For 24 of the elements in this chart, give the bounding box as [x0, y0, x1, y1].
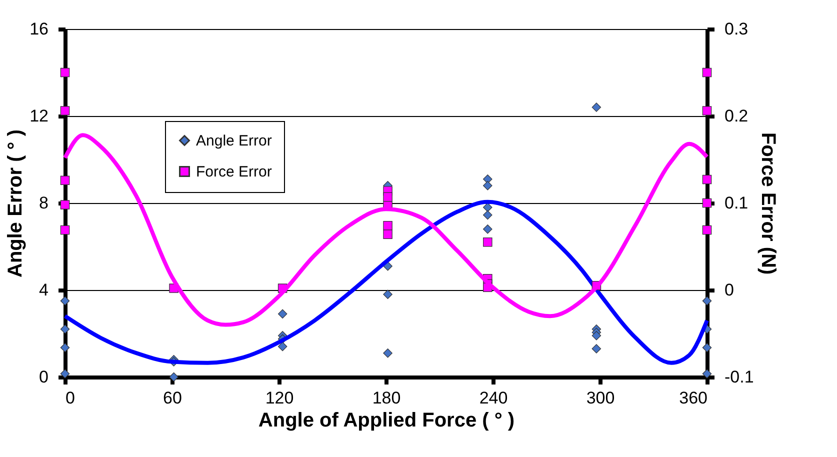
- x-axis-title: Angle of Applied Force ( ° ): [258, 410, 515, 432]
- y-tick-label: 0: [39, 368, 48, 386]
- y-tick-label: 8: [39, 194, 48, 212]
- y2-tick-label: -0.1: [724, 368, 754, 386]
- x-tick-label: 60: [163, 388, 182, 408]
- x-tick-label: 180: [372, 388, 401, 408]
- x-tick-label: 240: [479, 388, 508, 408]
- legend-label: Angle Error: [196, 132, 272, 150]
- x-tick-label: 300: [586, 388, 615, 408]
- x-tick-label: 360: [679, 388, 708, 408]
- y-tick-label: 16: [30, 20, 48, 38]
- x-tick-label: 0: [66, 388, 75, 408]
- legend-label: Force Error: [196, 164, 272, 180]
- y2-tick-label: 0.2: [724, 106, 748, 126]
- y-axis-title: Angle Error ( ° ): [4, 129, 27, 278]
- x-tick-label: 120: [265, 388, 294, 408]
- y2-tick-label: 0.1: [724, 194, 748, 212]
- line-series: [63, 133, 709, 327]
- line-series: [63, 200, 709, 365]
- y2-tick-label: 0: [724, 280, 734, 300]
- y-tick-label: 12: [30, 106, 48, 126]
- y-tick-label: 4: [39, 280, 48, 300]
- y2-axis-title: Force Error (N): [756, 132, 779, 275]
- y2-tick-label: 0.3: [724, 20, 748, 38]
